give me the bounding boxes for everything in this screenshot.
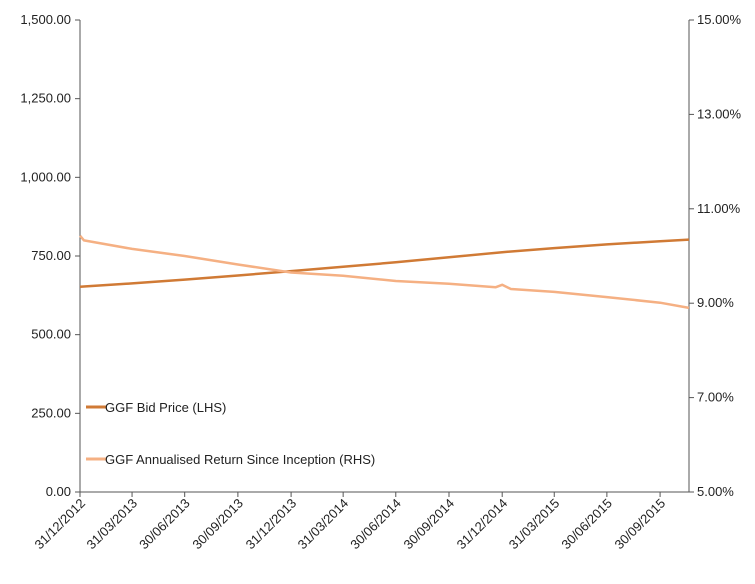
- legend-label-1: GGF Bid Price (LHS): [105, 400, 226, 415]
- right-y-tick-label: 13.00%: [697, 106, 742, 121]
- x-tick-label: 30/09/2015: [612, 496, 669, 553]
- legend-label-2: GGF Annualised Return Since Inception (R…: [105, 452, 375, 467]
- x-tick-label: 30/06/2015: [558, 496, 615, 553]
- x-tick-label: 31/12/2012: [31, 496, 88, 553]
- left-y-axis-ticks: 0.00 250.00 500.00 750.00 1,000.00 1,250.00 1,…: [20, 12, 80, 499]
- axes: [79, 20, 690, 493]
- x-tick-label: 30/09/2014: [400, 496, 457, 553]
- x-tick-label: 31/12/2013: [243, 496, 300, 553]
- right-y-tick-label: 9.00%: [697, 295, 734, 310]
- right-y-tick-label: 5.00%: [697, 484, 734, 499]
- series-lines: [79, 234, 690, 310]
- x-tick-label: 30/09/2013: [189, 496, 246, 553]
- series-line-1: [79, 238, 690, 289]
- x-tick-label: 31/03/2013: [84, 496, 141, 553]
- x-tick-label: 30/06/2014: [347, 496, 404, 553]
- x-axis-ticks: 31/12/201231/03/201330/06/201330/09/2013…: [31, 492, 668, 552]
- x-tick-label: 31/12/2014: [454, 496, 511, 553]
- left-y-tick-label: 750.00: [31, 248, 71, 263]
- x-tick-label: 31/03/2014: [295, 496, 352, 553]
- left-y-tick-label: 250.00: [31, 405, 71, 420]
- right-y-axis-ticks: 5.00% 7.00% 9.00% 11.00% 13.00% 15.00%: [689, 12, 742, 499]
- left-y-tick-label: 1,500.00: [20, 12, 71, 27]
- right-y-tick-label: 11.00%: [697, 201, 741, 216]
- left-y-tick-label: 0.00: [46, 484, 71, 499]
- left-y-tick-label: 500.00: [31, 327, 71, 342]
- x-tick-label: 30/06/2013: [136, 496, 193, 553]
- series-line-2: [79, 234, 690, 310]
- left-y-tick-label: 1,250.00: [20, 91, 71, 106]
- x-tick-label: 31/03/2015: [506, 496, 563, 553]
- left-y-tick-label: 1,000.00: [20, 169, 71, 184]
- legend: GGF Bid Price (LHS) GGF Annualised Return…: [86, 400, 375, 467]
- right-y-tick-label: 7.00%: [697, 390, 734, 405]
- right-y-tick-label: 15.00%: [697, 12, 742, 27]
